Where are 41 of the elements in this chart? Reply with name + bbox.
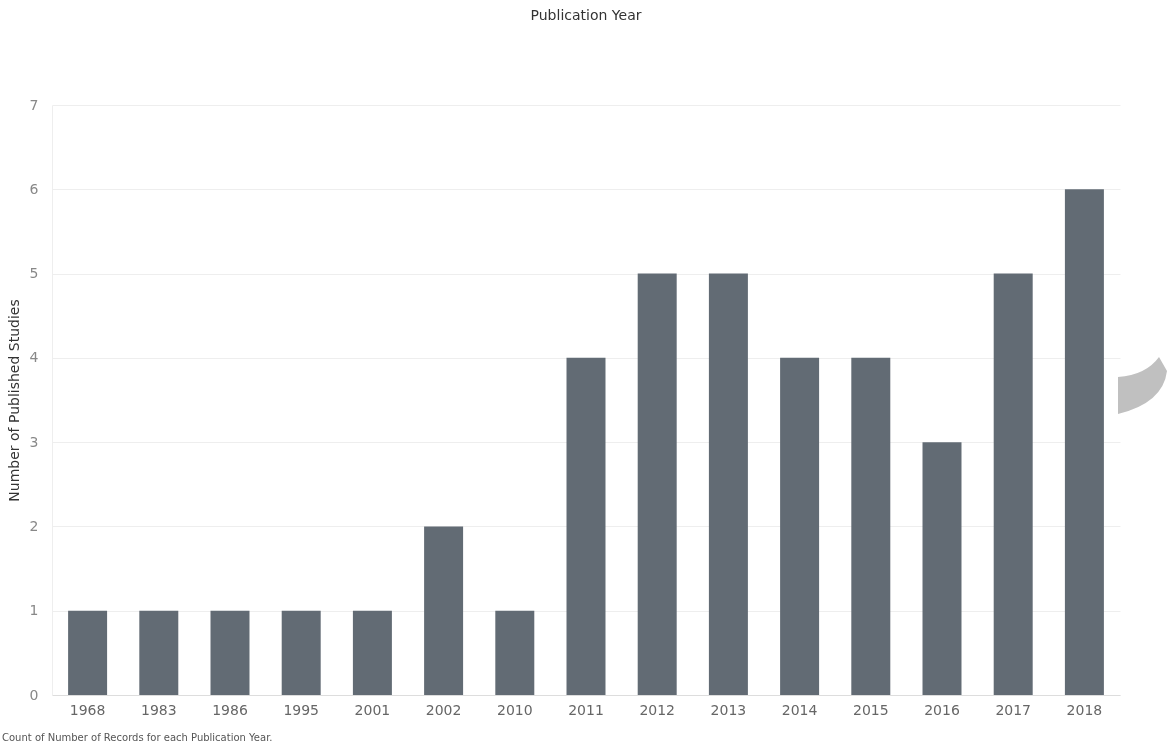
chart-title: Publication Year [530,7,642,23]
x-tick-label: 2012 [639,701,676,718]
y-tick-label: 3 [29,433,39,450]
bar [993,273,1033,695]
bar [1064,189,1104,695]
bar [424,526,464,695]
y-tick-label: 2 [29,517,39,534]
text: Count of Number of Records for each Publication Year. [2,732,273,743]
x-tick-label: 2011 [568,701,604,718]
x-tick-label: 2014 [781,701,818,718]
x-tick-label: 2016 [924,701,960,718]
x-tick-label: 2015 [852,701,889,718]
y-tick-label: 4 [29,349,39,366]
x-tick-label: 1968 [69,701,106,718]
x-tick-label: 2018 [1066,701,1103,718]
y-tick-label: 7 [29,96,39,113]
bar [352,610,392,695]
bar [708,273,748,695]
y-tick-label: 6 [29,180,39,197]
bar [780,357,820,695]
bar [922,442,962,695]
x-tick-label: 1983 [140,701,177,718]
y-axis-title: Number of Published Studies [5,299,22,502]
bar [68,610,108,695]
bar [637,273,677,695]
x-tick-label: 2001 [354,701,391,718]
bar [281,610,321,695]
x-tick-label: 1986 [212,701,248,718]
x-tick-label: 2017 [995,701,1032,718]
x-tick-label: 2002 [425,701,462,718]
bar [851,357,891,695]
x-tick-label: 2013 [710,701,747,718]
bar [210,610,250,695]
x-tick-label: 1995 [283,701,320,718]
y-tick-label: 5 [29,265,39,282]
x-tick-label: 2010 [496,701,533,718]
y-tick-label: 0 [29,686,39,703]
bar [495,610,535,695]
bar [566,357,606,695]
y-tick-label: 1 [29,602,39,619]
bar [139,610,179,695]
